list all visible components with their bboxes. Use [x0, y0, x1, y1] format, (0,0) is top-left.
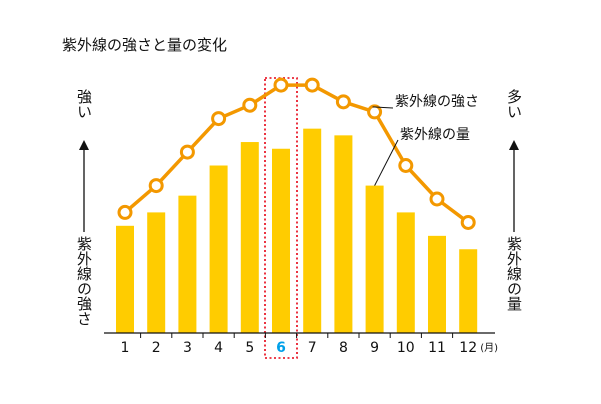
bar-3 — [178, 195, 197, 333]
bar-2 — [147, 212, 166, 333]
bar-12 — [459, 249, 478, 333]
bar-5 — [240, 142, 259, 333]
line-point-9 — [367, 104, 383, 120]
bar-10 — [396, 212, 415, 333]
amount-leader-line — [374, 139, 399, 186]
highlight-box — [264, 77, 298, 359]
right-axis-top-label: 多い — [505, 89, 523, 119]
series-label-strength: 紫外線の強さ — [395, 94, 479, 110]
x-tick-label-6: 6 — [276, 340, 286, 356]
x-unit-label: (月) — [480, 342, 498, 354]
strength-leader-line — [372, 106, 394, 109]
line-point-12 — [460, 214, 476, 230]
line-point-6 — [273, 77, 289, 93]
left-axis-arrow-head — [79, 140, 89, 150]
line-point-10 — [398, 158, 414, 173]
bar-6 — [272, 148, 290, 333]
line-point-7 — [304, 77, 320, 93]
line-point-1 — [117, 204, 133, 220]
line-point-4 — [211, 111, 227, 127]
line-point-3 — [179, 144, 195, 160]
bar-8 — [334, 135, 353, 333]
series-label-amount: 紫外線の量 — [400, 127, 470, 143]
chart-title: 紫外線の強さと量の変化 — [62, 36, 227, 54]
bar-9 — [365, 185, 384, 333]
bar-7 — [303, 128, 322, 333]
x-tick-label-3: 3 — [183, 340, 192, 356]
bar-4 — [209, 165, 228, 333]
x-tick-label-11: 11 — [428, 340, 446, 356]
line-point-11 — [429, 191, 445, 207]
right-axis-arrow-head — [509, 140, 519, 150]
line-point-8 — [335, 94, 351, 110]
right-axis: 多い 紫外線の量 — [505, 89, 523, 311]
x-tick-label-1: 1 — [121, 340, 130, 356]
line-point-2 — [148, 178, 164, 194]
left-axis-bottom-label: 紫外線の強さ — [75, 236, 93, 326]
x-tick-label-4: 4 — [214, 340, 223, 356]
x-tick-label-5: 5 — [245, 340, 254, 356]
right-axis-bottom-label: 紫外線の量 — [505, 236, 523, 311]
x-tick-label-9: 9 — [370, 340, 379, 356]
x-tick-label-12: 12 — [459, 340, 477, 356]
x-tick-label-7: 7 — [308, 340, 317, 356]
left-axis: 強い 紫外線の強さ — [75, 89, 93, 326]
bar-11 — [428, 235, 446, 333]
line-point-5 — [242, 97, 258, 113]
line-series-path — [123, 83, 470, 224]
x-tick-label-2: 2 — [152, 340, 161, 356]
left-axis-top-label: 強い — [75, 89, 93, 119]
x-tick-label-8: 8 — [339, 340, 348, 356]
x-tick-label-10: 10 — [397, 340, 415, 356]
bar-1 — [116, 225, 134, 333]
